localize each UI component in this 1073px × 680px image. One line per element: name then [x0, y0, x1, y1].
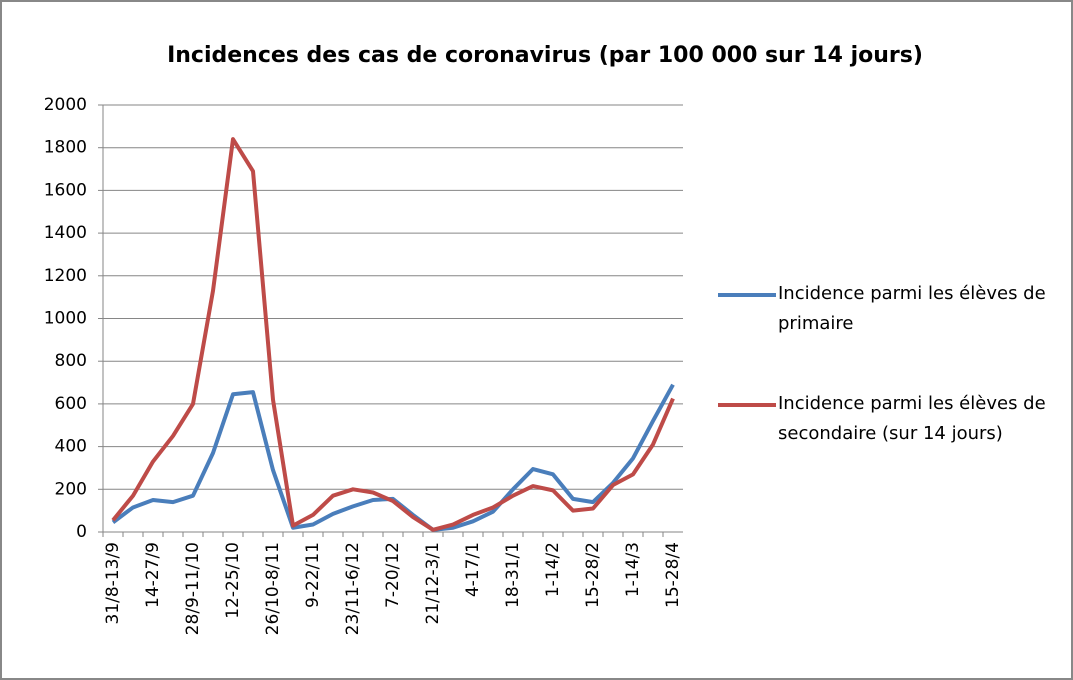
legend-label: Incidence parmi les élèves de primaire: [778, 283, 1046, 334]
y-tick-label: 1200: [44, 266, 87, 286]
x-tick-label: 31/8-13/9: [103, 542, 123, 625]
x-tick-label: 9-22/11: [303, 542, 323, 608]
y-tick-label: 800: [55, 351, 87, 371]
x-tick-label: 1-14/3: [623, 542, 643, 597]
x-tick-label: 18-31/1: [503, 542, 523, 608]
x-tick-label: 4-17/1: [463, 542, 483, 597]
x-tick-label: 7-20/12: [383, 542, 403, 608]
legend-entry: Incidence parmi les élèves de secondaire…: [778, 393, 1046, 444]
x-tick-label: 14-27/9: [143, 542, 163, 608]
x-tick-label: 15-28/2: [583, 542, 603, 608]
y-tick-label: 1800: [44, 138, 87, 158]
y-tick-label: 1600: [44, 180, 87, 200]
y-tick-label: 1400: [44, 223, 87, 243]
legend-entry: Incidence parmi les élèves de primaire: [778, 283, 1046, 334]
y-tick-label: 2000: [44, 95, 87, 115]
y-tick-label: 1000: [44, 309, 87, 329]
y-tick-label: 400: [55, 437, 87, 457]
legend-label: Incidence parmi les élèves de secondaire…: [778, 393, 1046, 444]
y-tick-label: 200: [55, 479, 87, 499]
x-tick-label: 21/12-3/1: [423, 542, 443, 625]
x-tick-label: 23/11-6/12: [343, 542, 363, 635]
x-tick-label: 28/9-11/10: [183, 542, 203, 635]
y-tick-label: 0: [76, 522, 87, 542]
x-tick-label: 15-28/4: [663, 542, 683, 608]
y-tick-label: 600: [55, 394, 87, 414]
chart-title: Incidences des cas de coronavirus (par 1…: [167, 43, 923, 68]
x-tick-label: 26/10-8/11: [263, 542, 283, 635]
x-tick-label: 12-25/10: [223, 542, 243, 619]
x-tick-label: 1-14/2: [543, 542, 563, 597]
series-line: [111, 137, 675, 532]
